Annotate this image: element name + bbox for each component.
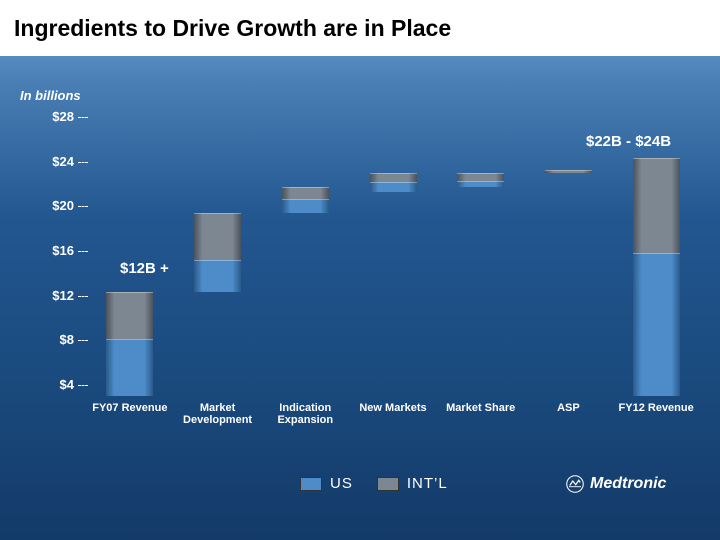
y-tick-mark [78,162,88,163]
bar-segment-intl [282,187,329,198]
medtronic-logo-icon [566,475,584,493]
x-axis-label: Market Share [437,402,525,414]
bar-segment-intl [106,292,153,339]
x-axis-label: ASP [525,402,613,414]
legend-label: US [330,475,353,492]
chart-annotation: $12B + [120,260,169,277]
y-tick-label: $16 [38,243,74,258]
x-axis-label: New Markets [349,402,437,414]
company-logo: Medtronic [566,475,666,493]
bar-segment-intl [370,173,417,182]
y-axis-note: In billions [20,88,81,103]
bar-segment-us [457,181,504,188]
logo-text: Medtronic [590,475,666,493]
x-axis-label: Indication Expansion [261,402,349,426]
y-tick-label: $4 [38,377,74,392]
bar-segment-intl [545,170,592,173]
legend-item: INT’L [377,475,448,492]
y-tick-mark [78,251,88,252]
x-axis-label: FY07 Revenue [86,402,174,414]
bar-segment-us [194,260,241,292]
legend-swatch [377,477,399,491]
y-tick-mark [78,385,88,386]
y-tick-mark [78,206,88,207]
legend: US INT’L [300,475,448,492]
bar-segment-intl [194,213,241,260]
slide: Ingredients to Drive Growth are in Place… [0,0,720,540]
y-tick-label: $20 [38,198,74,213]
x-axis-label: Market Development [174,402,262,426]
y-tick-label: $24 [38,154,74,169]
y-tick-label: $8 [38,332,74,347]
y-tick-mark [78,117,88,118]
bar-segment-intl [633,158,680,253]
y-tick-mark [78,340,88,341]
waterfall-chart: In billions $4$8$12$16$20$24$28FY07 Reve… [20,100,700,440]
bar-segment-us [282,199,329,214]
legend-swatch [300,477,322,491]
legend-item: US [300,475,353,492]
x-axis-label: FY12 Revenue [612,402,700,414]
chart-annotation: $22B - $24B [586,133,671,150]
legend-label: INT’L [407,475,448,492]
bar-segment-intl [457,173,504,181]
title-band: Ingredients to Drive Growth are in Place [0,0,720,56]
y-tick-mark [78,296,88,297]
y-tick-label: $28 [38,109,74,124]
y-tick-label: $12 [38,288,74,303]
bar-segment-us [370,182,417,192]
bar-segment-us [633,253,680,396]
slide-title: Ingredients to Drive Growth are in Place [14,15,451,42]
bar-segment-us [106,339,153,396]
